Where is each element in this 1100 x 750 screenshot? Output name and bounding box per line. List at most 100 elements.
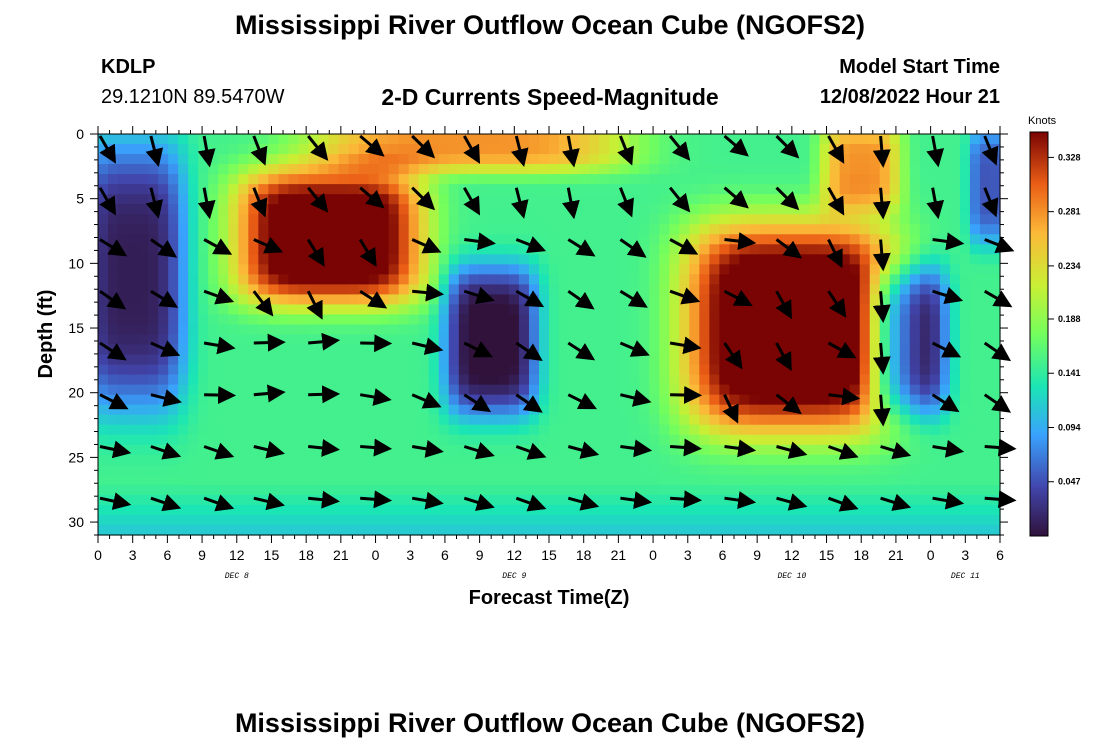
heatmap-cell [679,304,690,316]
heatmap-cell [128,424,139,436]
heatmap-cell [128,194,139,205]
heatmap-cell [579,174,590,185]
heatmap-cell [198,384,209,396]
heatmap-cell [609,324,620,336]
heatmap-cell [599,464,610,476]
heatmap-cell [288,444,300,456]
heatmap-cell [108,374,119,386]
heatmap-cell [328,134,340,145]
heatmap-cell [569,514,580,526]
heatmap-cell [899,344,911,356]
heatmap-cell [418,214,430,225]
heatmap-cell [298,394,310,406]
heatmap-cell [659,194,670,205]
heatmap-cell [709,264,720,275]
heatmap-cell [719,294,730,306]
heatmap-cell [599,474,610,486]
heatmap-cell [388,174,400,185]
heatmap-cell [749,514,761,526]
heatmap-cell [819,374,831,386]
heatmap-cell [689,174,700,185]
heatmap-cell [198,254,209,265]
heatmap-cell [929,354,941,366]
heatmap-cell [749,234,761,245]
heatmap-cell [298,434,310,446]
heatmap-cell [949,484,961,496]
heatmap-cell [719,194,730,205]
heatmap-cell [108,284,119,296]
heatmap-cell [749,474,761,486]
heatmap-cell [899,304,911,316]
heatmap-cell [799,464,811,476]
heatmap-cell [538,484,550,496]
heatmap-cell [218,134,229,145]
heatmap-cell [889,144,901,155]
heatmap-cell [979,494,991,506]
current-vector [723,134,749,157]
heatmap-cell [188,154,199,165]
heatmap-cell [659,404,670,416]
heatmap-cell [659,484,670,496]
current-vector [983,341,1012,362]
heatmap-cell [579,184,590,195]
heatmap-cell [158,524,169,536]
heatmap-cell [98,434,109,446]
heatmap-cell [579,254,590,265]
heatmap-cell [819,424,831,436]
current-vector [511,135,529,168]
heatmap-cell [769,474,781,486]
heatmap-cell [739,384,751,396]
heatmap-cell [789,254,801,265]
heatmap-cell [829,504,841,516]
heatmap-cell [709,454,720,466]
heatmap-cell [298,374,310,386]
heatmap-cell [649,174,660,185]
heatmap-cell [178,384,189,396]
heatmap-cell [388,454,400,466]
current-vector [360,438,393,457]
heatmap-cell [959,244,971,255]
heatmap-cell [909,294,921,306]
current-vector [411,440,444,458]
heatmap-cell [388,444,400,456]
heatmap-cell [909,514,921,526]
heatmap-cell [989,444,1001,456]
heatmap-cell [228,314,239,326]
heatmap-cell [759,194,771,205]
heatmap-cell [689,214,700,225]
heatmap-cell [749,374,761,386]
heatmap-cell [899,474,911,486]
x-tick-label: 21 [333,547,349,563]
heatmap-cell [619,504,630,516]
heatmap-cell [769,164,781,175]
heatmap-cell [248,304,259,316]
heatmap-cell [929,414,941,426]
heatmap-cell [478,324,490,336]
heatmap-cell [348,184,360,195]
heatmap-cell [929,314,941,326]
heatmap-cell [699,314,710,326]
heatmap-cell [589,184,600,195]
current-vector [253,440,285,459]
current-vector [926,187,945,220]
heatmap-cell [589,254,600,265]
heatmap-cell [799,364,811,376]
heatmap-cell [308,454,320,466]
heatmap-cell [128,404,139,416]
heatmap-cell [458,304,470,316]
heatmap-cell [599,174,610,185]
heatmap-cell [528,264,540,275]
heatmap-cell [979,294,991,306]
heatmap-cell [619,274,630,285]
heatmap-cell [699,274,710,285]
heatmap-cell [348,484,360,496]
heatmap-cell [238,154,249,165]
heatmap-cell [288,174,300,185]
heatmap-cell [178,164,189,175]
heatmap-cell [929,404,941,416]
heatmap-cell [619,164,630,175]
heatmap-cell [969,474,981,486]
heatmap-cell [969,284,981,296]
heatmap-cell [238,294,249,306]
heatmap-cell [819,484,831,496]
